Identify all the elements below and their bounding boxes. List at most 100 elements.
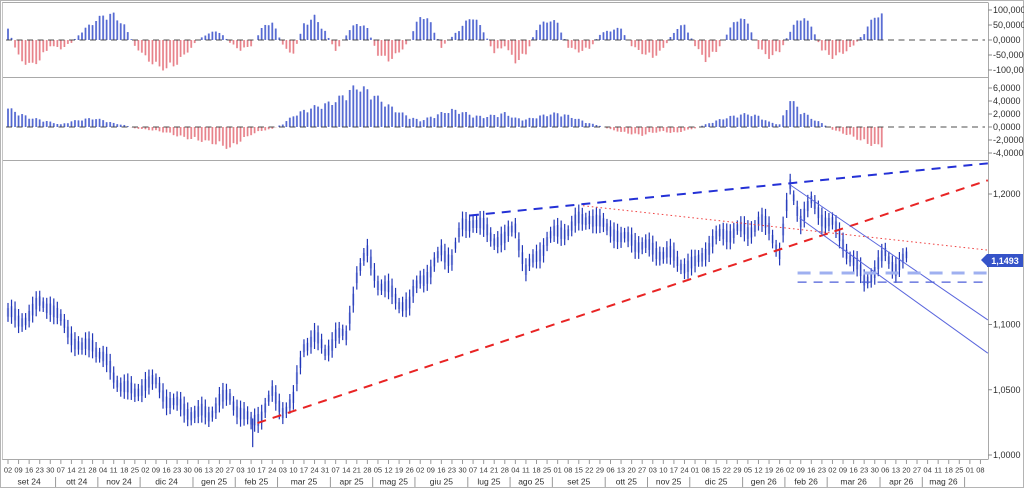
week-tick-label: 23 bbox=[173, 466, 181, 475]
week-tick-label: 27 bbox=[638, 466, 646, 475]
axis-tick-label: 50,0000 bbox=[993, 20, 1024, 30]
month-label: gen 26 bbox=[751, 477, 777, 487]
week-tick-label: 14 bbox=[479, 466, 487, 475]
value-axis: 100,0000 50,0000 0,0000 -50,0000 -100,0000 6,… bbox=[988, 5, 1024, 460]
week-tick-label: 11 bbox=[110, 466, 118, 475]
week-tick-label: 17 bbox=[670, 466, 678, 475]
week-tick-label: 07 bbox=[469, 466, 477, 475]
week-tick-label: 26 bbox=[775, 466, 783, 475]
axis-tick-label: 0,0000 bbox=[993, 122, 1021, 132]
week-tick-label: 09 bbox=[152, 466, 160, 475]
week-tick-label: 01 bbox=[966, 466, 974, 475]
week-tick-label: 15 bbox=[575, 466, 583, 475]
week-tick-label: 01 bbox=[691, 466, 699, 475]
trendlines-overlay bbox=[257, 162, 989, 424]
week-tick-label: 08 bbox=[564, 466, 572, 475]
week-tick-label: 29 bbox=[733, 466, 741, 475]
axis-tick-label: -2,0000 bbox=[993, 135, 1024, 145]
minor-resistance-dotted bbox=[582, 205, 988, 251]
week-tick-label: 30 bbox=[458, 466, 466, 475]
week-tick-label: 14 bbox=[67, 466, 75, 475]
week-tick-label: 07 bbox=[57, 466, 65, 475]
week-tick-label: 04 bbox=[99, 466, 107, 475]
month-label: mar 25 bbox=[291, 477, 318, 487]
last-price-badge: 1,1493 bbox=[987, 254, 1023, 267]
week-tick-label: 19 bbox=[765, 466, 773, 475]
week-tick-label: 16 bbox=[162, 466, 170, 475]
week-tick-label: 09 bbox=[427, 466, 435, 475]
month-label: lug 25 bbox=[477, 477, 500, 487]
week-tick-label: 21 bbox=[490, 466, 498, 475]
week-tick-label: 09 bbox=[839, 466, 847, 475]
week-tick-label: 19 bbox=[395, 466, 403, 475]
axis-tick-label: 1,2000 bbox=[993, 189, 1021, 199]
week-tick-label: 05 bbox=[374, 466, 382, 475]
last-price-badge-arrow bbox=[981, 254, 987, 266]
week-tick-label: 02 bbox=[416, 466, 424, 475]
month-label: apr 26 bbox=[889, 477, 913, 487]
month-label: mar 26 bbox=[840, 477, 867, 487]
week-tick-label: 23 bbox=[818, 466, 826, 475]
week-tick-label: 09 bbox=[797, 466, 805, 475]
week-tick-label: 07 bbox=[331, 466, 339, 475]
axis-tick-label: 0,0000 bbox=[993, 35, 1021, 45]
week-tick-label: 06 bbox=[194, 466, 202, 475]
month-label: dic 24 bbox=[155, 477, 178, 487]
week-tick-label: 11 bbox=[934, 466, 942, 475]
week-tick-label: 13 bbox=[892, 466, 900, 475]
week-tick-label: 01 bbox=[553, 466, 561, 475]
week-tick-label: 18 bbox=[532, 466, 540, 475]
week-tick-label: 16 bbox=[849, 466, 857, 475]
week-tick-label: 28 bbox=[363, 466, 371, 475]
week-tick-label: 20 bbox=[627, 466, 635, 475]
week-tick-label: 03 bbox=[279, 466, 287, 475]
week-tick-label: 09 bbox=[14, 466, 22, 475]
axis-tick-label: -50,0000 bbox=[993, 50, 1024, 60]
week-tick-label: 22 bbox=[723, 466, 731, 475]
upper-resistance-trendline bbox=[469, 162, 988, 217]
week-tick-label: 08 bbox=[976, 466, 984, 475]
week-tick-label: 08 bbox=[701, 466, 709, 475]
week-tick-label: 03 bbox=[649, 466, 657, 475]
axis-tick-label: -100,0000 bbox=[993, 65, 1024, 75]
rising-support-trendline bbox=[257, 179, 989, 424]
week-tick-label: 06 bbox=[881, 466, 889, 475]
month-label: mag 26 bbox=[929, 477, 958, 487]
week-tick-label: 20 bbox=[215, 466, 223, 475]
month-label: apr 25 bbox=[339, 477, 363, 487]
week-tick-label: 22 bbox=[585, 466, 593, 475]
week-tick-label: 15 bbox=[712, 466, 720, 475]
week-tick-label: 02 bbox=[786, 466, 794, 475]
axis-tick-label: 6,0000 bbox=[993, 83, 1021, 93]
week-tick-label: 03 bbox=[236, 466, 244, 475]
week-tick-label: 10 bbox=[247, 466, 255, 475]
week-tick-label: 24 bbox=[680, 466, 688, 475]
month-label: nov 25 bbox=[656, 477, 682, 487]
week-tick-label: 27 bbox=[913, 466, 921, 475]
week-tick-label: 13 bbox=[617, 466, 625, 475]
axis-tick-label: 1,0000 bbox=[993, 450, 1021, 460]
week-tick-label: 12 bbox=[754, 466, 762, 475]
week-tick-label: 06 bbox=[606, 466, 614, 475]
week-tick-label: 30 bbox=[871, 466, 879, 475]
week-tick-label: 10 bbox=[289, 466, 297, 475]
week-tick-label: 02 bbox=[828, 466, 836, 475]
price-panel bbox=[6, 173, 908, 448]
axis-tick-label: 2,0000 bbox=[993, 109, 1021, 119]
week-tick-label: 12 bbox=[384, 466, 392, 475]
week-tick-label: 24 bbox=[268, 466, 276, 475]
axis-tick-label: 1,1000 bbox=[993, 320, 1021, 330]
upper-oscillator-panel bbox=[6, 12, 985, 71]
week-tick-label: 31 bbox=[321, 466, 329, 475]
month-label: mag 25 bbox=[380, 477, 409, 487]
month-label: feb 26 bbox=[794, 477, 818, 487]
lower-oscillator-panel bbox=[6, 85, 985, 149]
week-tick-label: 14 bbox=[342, 466, 350, 475]
week-tick-label: 24 bbox=[310, 466, 318, 475]
week-tick-label: 27 bbox=[226, 466, 234, 475]
week-tick-label: 02 bbox=[141, 466, 149, 475]
week-tick-label: 18 bbox=[945, 466, 953, 475]
